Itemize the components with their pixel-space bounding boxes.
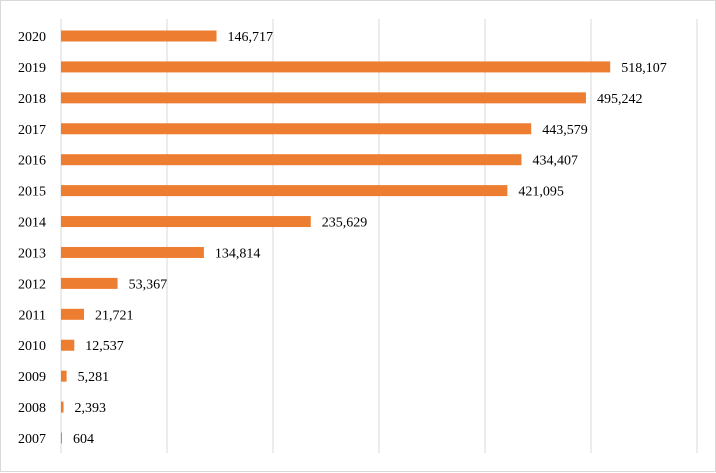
- data-label: 134,814: [215, 246, 260, 261]
- data-label: 53,367: [129, 277, 168, 292]
- data-label: 518,107: [621, 61, 667, 76]
- y-tick-label: 2011: [19, 308, 46, 323]
- bar: [61, 30, 217, 42]
- bar: [61, 370, 67, 382]
- data-label: 421,095: [518, 185, 564, 200]
- bar: [61, 185, 508, 197]
- bar: [61, 432, 62, 444]
- data-label: 434,407: [532, 154, 578, 169]
- y-tick-label: 2010: [18, 339, 46, 354]
- bar: [61, 154, 522, 166]
- bar: [61, 246, 204, 258]
- bar: [61, 401, 64, 413]
- y-tick-label: 2007: [18, 432, 46, 447]
- data-label: 495,242: [597, 92, 643, 107]
- y-tick-label: 2016: [18, 154, 46, 169]
- data-label: 443,579: [542, 123, 588, 138]
- bar: [61, 61, 611, 73]
- y-tick-label: 2014: [18, 216, 46, 231]
- data-label: 5,281: [78, 370, 110, 385]
- data-label: 146,717: [228, 30, 274, 45]
- data-label: 12,537: [85, 339, 124, 354]
- bar: [61, 308, 85, 320]
- bar: [61, 339, 75, 351]
- bar: [61, 277, 118, 289]
- data-label: 21,721: [95, 308, 134, 323]
- bar: [61, 123, 532, 135]
- y-tick-label: 2017: [18, 123, 46, 138]
- data-label: 604: [73, 432, 94, 447]
- y-tick-label: 2009: [18, 370, 46, 385]
- y-tick-label: 2020: [18, 30, 46, 45]
- data-label: 235,629: [322, 216, 368, 231]
- y-tick-label: 2013: [18, 246, 46, 261]
- y-tick-label: 2015: [18, 185, 46, 200]
- data-label: 2,393: [75, 401, 107, 416]
- bar: [61, 216, 311, 228]
- y-tick-label: 2019: [18, 61, 46, 76]
- bar: [61, 92, 586, 104]
- y-tick-label: 2012: [18, 277, 46, 292]
- y-tick-label: 2008: [18, 401, 46, 416]
- y-tick-label: 2018: [18, 92, 46, 107]
